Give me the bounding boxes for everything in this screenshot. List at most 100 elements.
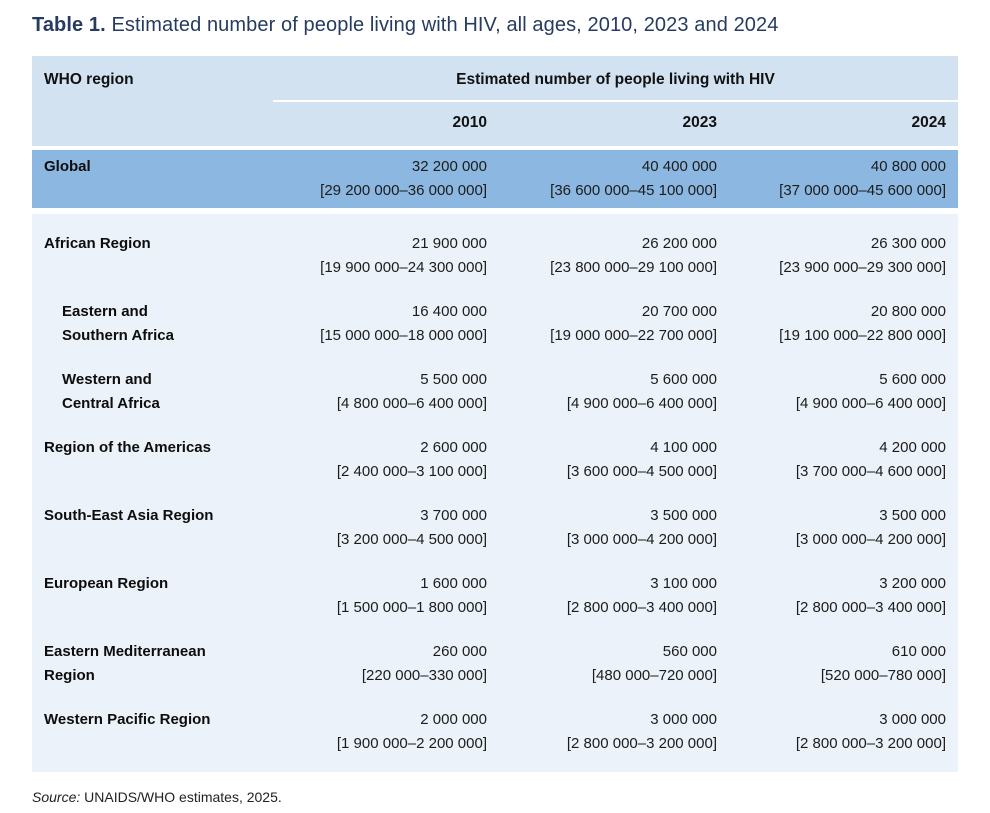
col-group-header: Estimated number of people living with H…	[456, 71, 775, 88]
uncertainty-range: [1 900 000–2 200 000]	[336, 735, 487, 752]
estimate-value: 4 200 000	[879, 439, 946, 456]
estimate-value: 20 700 000	[641, 303, 717, 320]
uncertainty-range: [520 000–780 000]	[820, 667, 946, 684]
estimate-value: 3 200 000	[879, 575, 946, 592]
global-row-section: Global 32 200 000 [29 200 000–36 000 000…	[32, 150, 958, 208]
row-value-2023: 20 700 000 [19 000 000–22 700 000]	[499, 300, 729, 348]
uncertainty-range: [2 400 000–3 100 000]	[336, 463, 487, 480]
row-region-label: South-East Asia Region	[44, 507, 214, 524]
uncertainty-range: [2 800 000–3 400 000]	[566, 599, 717, 616]
table-row: Western and Central Africa 5 500 000 [4 …	[32, 358, 958, 426]
estimate-value: 3 500 000	[879, 507, 946, 524]
uncertainty-range: [15 000 000–18 000 000]	[320, 327, 487, 344]
row-value-2010: 260 000 [220 000–330 000]	[273, 640, 499, 688]
uncertainty-range: [2 800 000–3 200 000]	[566, 735, 717, 752]
estimate-value: 5 600 000	[879, 371, 946, 388]
year-header-spacer	[32, 112, 273, 133]
row-region-label: Western and Central Africa	[62, 371, 160, 412]
estimate-value: 3 500 000	[650, 507, 717, 524]
estimate-value: 3 000 000	[650, 711, 717, 728]
estimate-value: 40 400 000	[641, 158, 717, 175]
row-value-2024: 26 300 000 [23 900 000–29 300 000]	[729, 232, 958, 280]
table-row: Region of the Americas 2 600 000 [2 400 …	[32, 426, 958, 494]
row-value-2010: 5 500 000 [4 800 000–6 400 000]	[273, 368, 499, 416]
hiv-estimates-table: WHO region Estimated number of people li…	[32, 56, 958, 772]
row-value-2010: 2 000 000 [1 900 000–2 200 000]	[273, 708, 499, 756]
estimate-value: 260 000	[432, 643, 487, 660]
table-row: European Region 1 600 000 [1 500 000–1 8…	[32, 562, 958, 630]
row-value-2024: 3 500 000 [3 000 000–4 200 000]	[729, 504, 958, 552]
table-row: Eastern and Southern Africa 16 400 000 […	[32, 290, 958, 358]
row-value-2024: 3 200 000 [2 800 000–3 400 000]	[729, 572, 958, 620]
row-region-label: Global	[44, 158, 91, 175]
table-title: Table 1. Estimated number of people livi…	[32, 14, 958, 37]
row-value-2024: 3 000 000 [2 800 000–3 200 000]	[729, 708, 958, 756]
table-title-text: Estimated number of people living with H…	[111, 14, 779, 36]
estimate-value: 3 700 000	[420, 507, 487, 524]
estimate-value: 5 500 000	[420, 371, 487, 388]
row-value-2023: 5 600 000 [4 900 000–6 400 000]	[499, 368, 729, 416]
uncertainty-range: [29 200 000–36 000 000]	[320, 182, 487, 199]
estimate-value: 560 000	[662, 643, 717, 660]
row-value-2010: 2 600 000 [2 400 000–3 100 000]	[273, 436, 499, 484]
uncertainty-range: [4 900 000–6 400 000]	[566, 395, 717, 412]
row-region-label: Region of the Americas	[44, 439, 211, 456]
estimate-value: 610 000	[891, 643, 946, 660]
source-label: Source:	[32, 789, 81, 805]
row-region-label: Western Pacific Region	[44, 711, 211, 728]
estimate-value: 32 200 000	[411, 158, 487, 175]
row-region-label: African Region	[44, 235, 151, 252]
row-region-label: European Region	[44, 575, 169, 592]
row-region-label: Eastern Mediterranean Region	[44, 643, 206, 684]
source-text: UNAIDS/WHO estimates, 2025.	[84, 789, 282, 805]
region-rows-section: African Region 21 900 000 [19 900 000–24…	[32, 214, 958, 772]
estimate-value: 3 000 000	[879, 711, 946, 728]
uncertainty-range: [19 900 000–24 300 000]	[320, 259, 487, 276]
table-title-prefix: Table 1.	[32, 14, 106, 36]
row-value-2024: 610 000 [520 000–780 000]	[729, 640, 958, 688]
uncertainty-range: [2 800 000–3 400 000]	[795, 599, 946, 616]
row-value-2024: 5 600 000 [4 900 000–6 400 000]	[729, 368, 958, 416]
estimate-value: 4 100 000	[650, 439, 717, 456]
row-region-label: Eastern and Southern Africa	[62, 303, 174, 344]
estimate-value: 5 600 000	[650, 371, 717, 388]
uncertainty-range: [1 500 000–1 800 000]	[336, 599, 487, 616]
uncertainty-range: [36 600 000–45 100 000]	[550, 182, 717, 199]
table-row: Western Pacific Region 2 000 000 [1 900 …	[32, 698, 958, 766]
uncertainty-range: [480 000–720 000]	[591, 667, 717, 684]
table-row: South-East Asia Region 3 700 000 [3 200 …	[32, 494, 958, 562]
uncertainty-range: [23 900 000–29 300 000]	[779, 259, 946, 276]
row-value-2023: 560 000 [480 000–720 000]	[499, 640, 729, 688]
estimate-value: 1 600 000	[420, 575, 487, 592]
row-value-2023: 3 100 000 [2 800 000–3 400 000]	[499, 572, 729, 620]
row-value-2023: 3 500 000 [3 000 000–4 200 000]	[499, 504, 729, 552]
row-value-2024: 4 200 000 [3 700 000–4 600 000]	[729, 436, 958, 484]
col-header-2023: 2023	[682, 114, 717, 131]
row-value-2024: 20 800 000 [19 100 000–22 800 000]	[729, 300, 958, 348]
table-row: Eastern Mediterranean Region 260 000 [22…	[32, 630, 958, 698]
uncertainty-range: [3 000 000–4 200 000]	[566, 531, 717, 548]
col-header-2010: 2010	[452, 114, 487, 131]
row-value-2010: 21 900 000 [19 900 000–24 300 000]	[273, 232, 499, 280]
col-group-header-wrap: Estimated number of people living with H…	[273, 70, 958, 102]
uncertainty-range: [3 000 000–4 200 000]	[795, 531, 946, 548]
row-value-2023: 40 400 000 [36 600 000–45 100 000]	[499, 155, 729, 203]
uncertainty-range: [3 600 000–4 500 000]	[566, 463, 717, 480]
source-note: Source: UNAIDS/WHO estimates, 2025.	[32, 789, 958, 805]
estimate-value: 16 400 000	[411, 303, 487, 320]
col-header-2024: 2024	[911, 114, 946, 131]
table-header-row-2: 2010 2023 2024	[32, 102, 958, 146]
header-underline	[273, 100, 958, 102]
uncertainty-range: [220 000–330 000]	[361, 667, 487, 684]
uncertainty-range: [4 900 000–6 400 000]	[795, 395, 946, 412]
estimate-value: 2 600 000	[420, 439, 487, 456]
estimate-value: 21 900 000	[411, 235, 487, 252]
table-row: African Region 21 900 000 [19 900 000–24…	[32, 222, 958, 290]
estimate-value: 2 000 000	[420, 711, 487, 728]
table-header: WHO region Estimated number of people li…	[32, 56, 958, 146]
uncertainty-range: [3 200 000–4 500 000]	[336, 531, 487, 548]
row-value-2023: 26 200 000 [23 800 000–29 100 000]	[499, 232, 729, 280]
uncertainty-range: [37 000 000–45 600 000]	[779, 182, 946, 199]
estimate-value: 3 100 000	[650, 575, 717, 592]
